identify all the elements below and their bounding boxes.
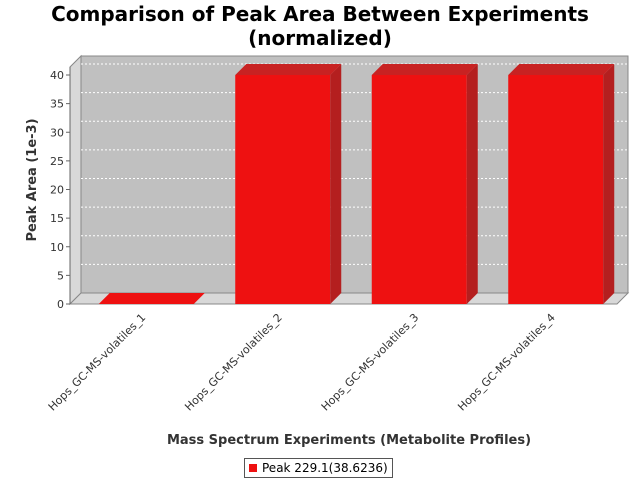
y-tick-label: 10	[50, 241, 64, 254]
bar-front	[235, 75, 331, 304]
bar-front	[371, 75, 467, 304]
bar-4	[508, 64, 615, 304]
bar-flat	[98, 293, 205, 304]
chart-title-line-2: (normalized)	[248, 26, 392, 50]
bar-front	[508, 75, 604, 304]
bar-top	[508, 64, 615, 75]
bar-side	[466, 64, 478, 304]
y-tick-label: 0	[57, 298, 64, 311]
chart-title: Comparison of Peak Area Between Experime…	[0, 2, 640, 50]
axes	[66, 67, 71, 305]
bar-top	[371, 64, 478, 75]
y-tick-label: 5	[57, 269, 64, 282]
x-tick-label: Hops_GC-MS-volatiles_3	[319, 311, 422, 414]
legend-swatch	[249, 464, 257, 472]
bar-side	[603, 64, 615, 304]
gridlines	[81, 63, 628, 265]
bars	[98, 64, 615, 304]
y-tick-label: 25	[50, 155, 64, 168]
y-axis-label: Peak Area (1e-3)	[25, 118, 40, 241]
plot-left-wall	[69, 54, 82, 306]
x-tick-label: Hops_GC-MS-volatiles_1	[46, 311, 149, 414]
legend-label: Peak 229.1(38.6236)	[262, 461, 388, 475]
bar-side	[330, 64, 342, 304]
bar-3	[371, 64, 478, 304]
x-axis-label: Mass Spectrum Experiments (Metabolite Pr…	[167, 433, 531, 448]
y-tick-label: 15	[50, 212, 64, 225]
chart-title-line-1: Comparison of Peak Area Between Experime…	[51, 2, 589, 26]
y-tick-label: 40	[50, 69, 64, 82]
y-tick-label: 20	[50, 184, 64, 197]
bar-2	[235, 64, 342, 304]
bar-1	[98, 293, 205, 304]
legend: Peak 229.1(38.6236)	[244, 458, 393, 478]
x-tick-label: Hops_GC-MS-volatiles_2	[182, 311, 285, 414]
y-tick-labels: 0 5 10 15 20 25 30 35 40	[50, 69, 64, 311]
bar-top	[235, 64, 342, 75]
x-tick-label: Hops_GC-MS-volatiles_4	[455, 311, 558, 414]
y-tick-label: 35	[50, 98, 64, 111]
x-tick-labels: Hops_GC-MS-volatiles_1 Hops_GC-MS-volatil…	[46, 311, 558, 414]
y-tick-label: 30	[50, 126, 64, 139]
